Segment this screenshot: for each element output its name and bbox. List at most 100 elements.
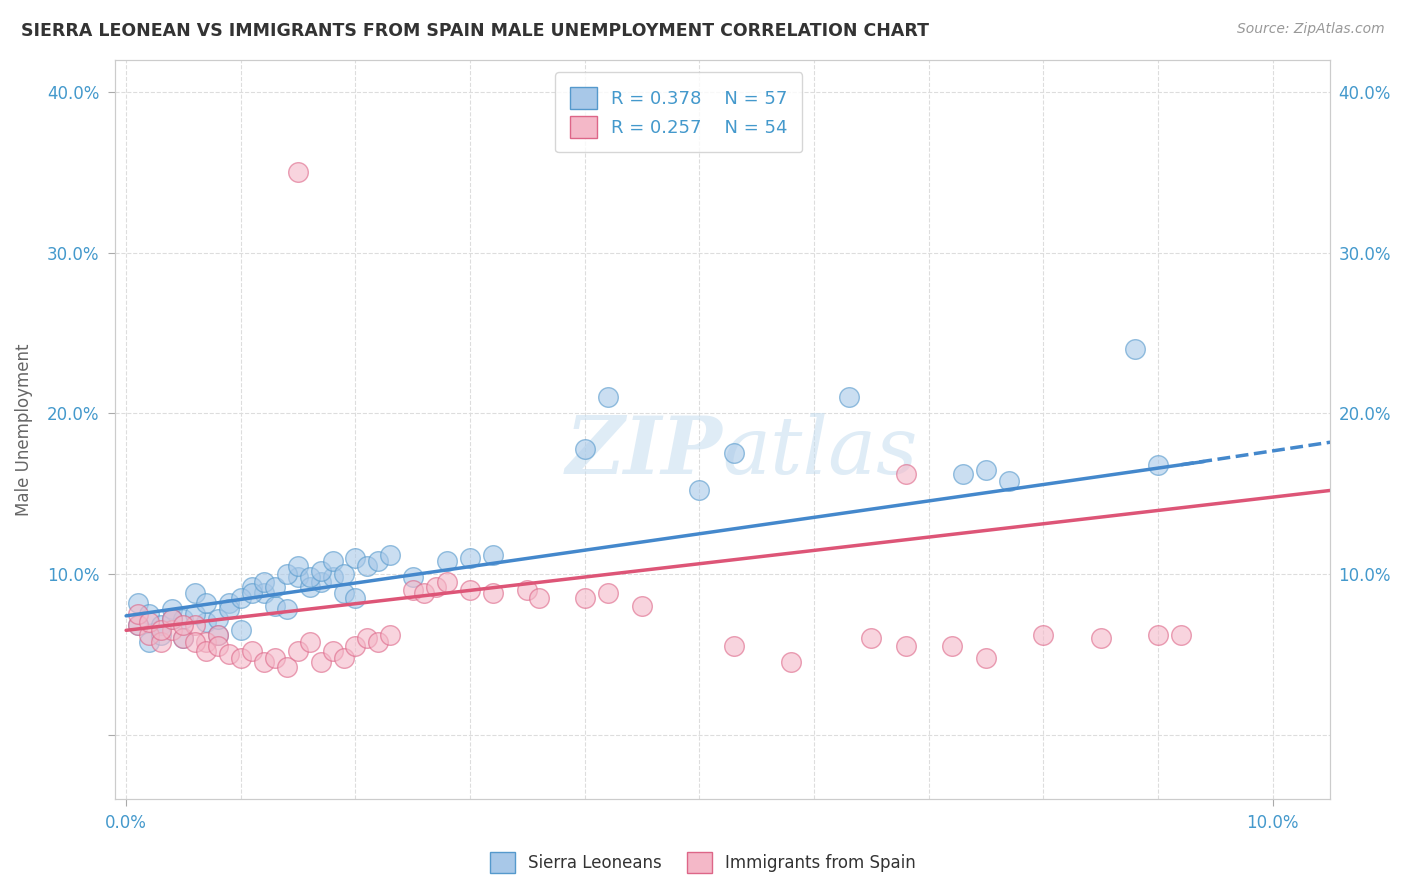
Point <box>229 650 252 665</box>
Point <box>378 548 401 562</box>
Point <box>253 575 276 590</box>
Point <box>574 591 596 606</box>
Point <box>195 644 218 658</box>
Point <box>287 644 309 658</box>
Point <box>264 650 287 665</box>
Point <box>253 656 276 670</box>
Point <box>172 632 194 646</box>
Point <box>516 583 538 598</box>
Point <box>127 607 149 622</box>
Point <box>1147 628 1170 642</box>
Point <box>894 467 917 482</box>
Point <box>287 559 309 574</box>
Point <box>482 586 505 600</box>
Point <box>287 165 309 179</box>
Point <box>309 575 332 590</box>
Point <box>195 634 218 648</box>
Point <box>160 624 183 638</box>
Point <box>458 583 481 598</box>
Point <box>425 580 447 594</box>
Point <box>860 632 883 646</box>
Point <box>322 644 344 658</box>
Point <box>631 599 654 614</box>
Point <box>149 624 172 638</box>
Point <box>780 656 803 670</box>
Point <box>218 648 240 662</box>
Point <box>402 570 425 584</box>
Point <box>264 599 287 614</box>
Point <box>229 591 252 606</box>
Point <box>149 634 172 648</box>
Point <box>333 567 356 582</box>
Point <box>367 554 389 568</box>
Point <box>1147 458 1170 472</box>
Point <box>160 602 183 616</box>
Point <box>723 446 745 460</box>
Point <box>596 390 619 404</box>
Point <box>276 567 298 582</box>
Point <box>138 634 160 648</box>
Point <box>974 462 997 476</box>
Point <box>838 390 860 404</box>
Text: atlas: atlas <box>723 413 918 491</box>
Point <box>195 596 218 610</box>
Point <box>1123 342 1146 356</box>
Point <box>322 570 344 584</box>
Point <box>298 580 321 594</box>
Point <box>160 612 183 626</box>
Point <box>413 586 436 600</box>
Point <box>344 551 367 566</box>
Point <box>276 602 298 616</box>
Point <box>184 586 207 600</box>
Point <box>127 596 149 610</box>
Point <box>298 570 321 584</box>
Legend: Sierra Leoneans, Immigrants from Spain: Sierra Leoneans, Immigrants from Spain <box>484 846 922 880</box>
Point <box>184 607 207 622</box>
Point <box>207 640 229 654</box>
Point <box>240 580 263 594</box>
Point <box>276 660 298 674</box>
Text: Source: ZipAtlas.com: Source: ZipAtlas.com <box>1237 22 1385 37</box>
Point <box>941 640 963 654</box>
Point <box>172 632 194 646</box>
Point <box>184 618 207 632</box>
Point <box>264 580 287 594</box>
Text: SIERRA LEONEAN VS IMMIGRANTS FROM SPAIN MALE UNEMPLOYMENT CORRELATION CHART: SIERRA LEONEAN VS IMMIGRANTS FROM SPAIN … <box>21 22 929 40</box>
Point <box>287 570 309 584</box>
Point <box>356 559 378 574</box>
Point <box>218 602 240 616</box>
Point <box>952 467 974 482</box>
Point <box>184 634 207 648</box>
Point <box>298 634 321 648</box>
Point <box>240 644 263 658</box>
Point <box>458 551 481 566</box>
Point <box>894 640 917 654</box>
Point <box>344 640 367 654</box>
Point <box>723 640 745 654</box>
Point <box>574 442 596 456</box>
Point <box>436 575 458 590</box>
Point <box>138 628 160 642</box>
Point <box>138 607 160 622</box>
Point <box>149 618 172 632</box>
Point <box>688 483 710 498</box>
Point <box>207 628 229 642</box>
Point <box>229 624 252 638</box>
Point <box>160 612 183 626</box>
Point <box>207 628 229 642</box>
Y-axis label: Male Unemployment: Male Unemployment <box>15 343 32 516</box>
Point <box>596 586 619 600</box>
Point <box>402 583 425 598</box>
Point <box>333 586 356 600</box>
Point <box>367 634 389 648</box>
Point <box>195 615 218 630</box>
Point <box>240 586 263 600</box>
Legend: R = 0.378    N = 57, R = 0.257    N = 54: R = 0.378 N = 57, R = 0.257 N = 54 <box>555 72 801 153</box>
Point <box>1032 628 1054 642</box>
Point <box>344 591 367 606</box>
Point <box>378 628 401 642</box>
Point <box>127 618 149 632</box>
Point <box>138 615 160 630</box>
Point <box>309 564 332 578</box>
Point <box>253 586 276 600</box>
